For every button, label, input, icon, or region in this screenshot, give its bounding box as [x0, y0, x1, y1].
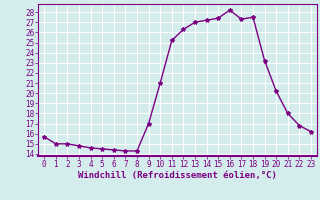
X-axis label: Windchill (Refroidissement éolien,°C): Windchill (Refroidissement éolien,°C) — [78, 171, 277, 180]
